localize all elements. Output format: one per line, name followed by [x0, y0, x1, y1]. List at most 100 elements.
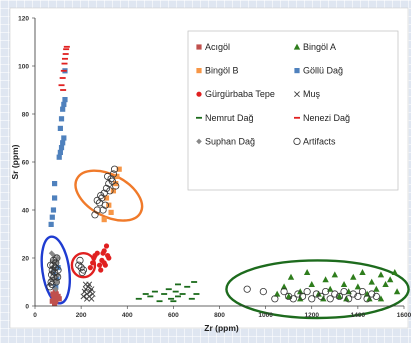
data-point: [349, 290, 357, 298]
data-point: [354, 283, 362, 290]
data-point: [372, 292, 380, 300]
data-point: [322, 276, 329, 283]
legend: Acıgöl Bingöl A Bingöl B Göllü Dağ Gürgürbab…: [187, 30, 399, 191]
data-point: [287, 273, 295, 280]
data-point: [373, 285, 380, 292]
legend-label: Suphan Dağ: [205, 136, 255, 146]
data-point: [49, 214, 55, 220]
data-point: [359, 269, 366, 275]
legend-marker: [294, 91, 300, 98]
data-point: [54, 266, 62, 274]
data-point: [377, 271, 385, 278]
data-point: [382, 281, 389, 287]
legend-label: Göllü Dağ: [303, 66, 343, 76]
data-point: [377, 295, 385, 302]
data-point: [331, 290, 339, 298]
data-point: [61, 135, 67, 141]
legend-item: Muş: [294, 89, 321, 99]
data-point: [273, 290, 281, 297]
data-point: [87, 265, 93, 271]
data-point: [52, 286, 59, 292]
data-point: [50, 257, 56, 264]
legend-box: [187, 30, 399, 191]
data-point: [98, 267, 104, 273]
data-point: [58, 145, 65, 151]
x-tick-label: 800: [214, 312, 225, 319]
data-point: [289, 295, 297, 303]
legend-marker: [196, 44, 202, 50]
data-point: [108, 177, 116, 185]
data-point: [259, 287, 267, 296]
legend-item: Artifacts: [293, 136, 336, 146]
y-axis-title: Sr (ppm): [10, 144, 20, 179]
cluster-ellipse-red: [70, 252, 97, 279]
data-point: [55, 272, 61, 278]
legend-marker: [293, 43, 301, 50]
data-point: [47, 281, 53, 288]
data-point: [368, 290, 376, 298]
series-0: [49, 289, 62, 307]
y-tick-label: 100: [18, 63, 29, 70]
series-7: [58, 45, 70, 91]
legend-label: Gürgürbaba Tepe: [205, 89, 275, 99]
x-tick-label: 1400: [351, 312, 366, 319]
data-point: [94, 250, 100, 256]
data-point: [103, 243, 110, 249]
data-point: [368, 278, 375, 285]
data-point: [110, 165, 119, 173]
data-point: [336, 293, 343, 299]
legend-item: Gürgürbaba Tepe: [196, 89, 275, 99]
legend-marker: [196, 68, 202, 74]
legend-item: Acıgöl: [196, 42, 230, 52]
legend-label: Artifacts: [303, 136, 336, 146]
series-9: [46, 165, 380, 303]
x-tick-label: 0: [33, 312, 37, 319]
data-point: [75, 261, 83, 269]
data-point: [76, 256, 84, 264]
legend-item: Suphan Dağ: [196, 136, 255, 146]
cluster-ellipse-blue: [40, 235, 72, 305]
data-point: [82, 281, 89, 288]
y-tick-label: 60: [22, 159, 30, 166]
x-tick-label: 1200: [305, 312, 320, 319]
data-point: [294, 290, 302, 298]
data-point: [101, 217, 107, 223]
data-point: [57, 149, 63, 155]
legend-marker: [294, 68, 300, 74]
legend-label: Acıgöl: [205, 42, 230, 52]
data-point: [386, 276, 394, 283]
data-point: [358, 287, 367, 296]
data-point: [46, 283, 54, 291]
data-point: [335, 292, 344, 300]
x-tick-label: 200: [76, 312, 87, 319]
cluster-ellipses: [40, 169, 410, 320]
series-5: [80, 281, 96, 302]
data-point: [61, 101, 67, 107]
data-point: [57, 125, 63, 131]
data-point: [60, 106, 66, 112]
data-point: [83, 295, 90, 302]
data-point: [297, 288, 304, 295]
data-point: [393, 288, 401, 295]
legend-marker: [196, 138, 202, 145]
legend-marker: [293, 137, 301, 145]
data-point: [340, 281, 348, 287]
data-point: [363, 295, 371, 303]
data-point: [112, 182, 120, 190]
legend-label: Bingöl A: [303, 42, 336, 52]
data-point: [56, 296, 62, 302]
data-point: [55, 265, 61, 271]
series-6: [135, 281, 200, 303]
data-point: [52, 181, 58, 187]
legend-label: Nenezi Dağ: [303, 113, 350, 123]
legend-item: Nemrut Dağ: [196, 113, 254, 123]
x-tick-label: 600: [168, 312, 179, 319]
data-points: [46, 45, 401, 307]
y-tick-label: 80: [22, 111, 30, 118]
data-point: [101, 201, 109, 209]
data-point: [52, 301, 58, 307]
data-point: [280, 283, 288, 290]
cluster-ellipse-green: [225, 259, 410, 320]
